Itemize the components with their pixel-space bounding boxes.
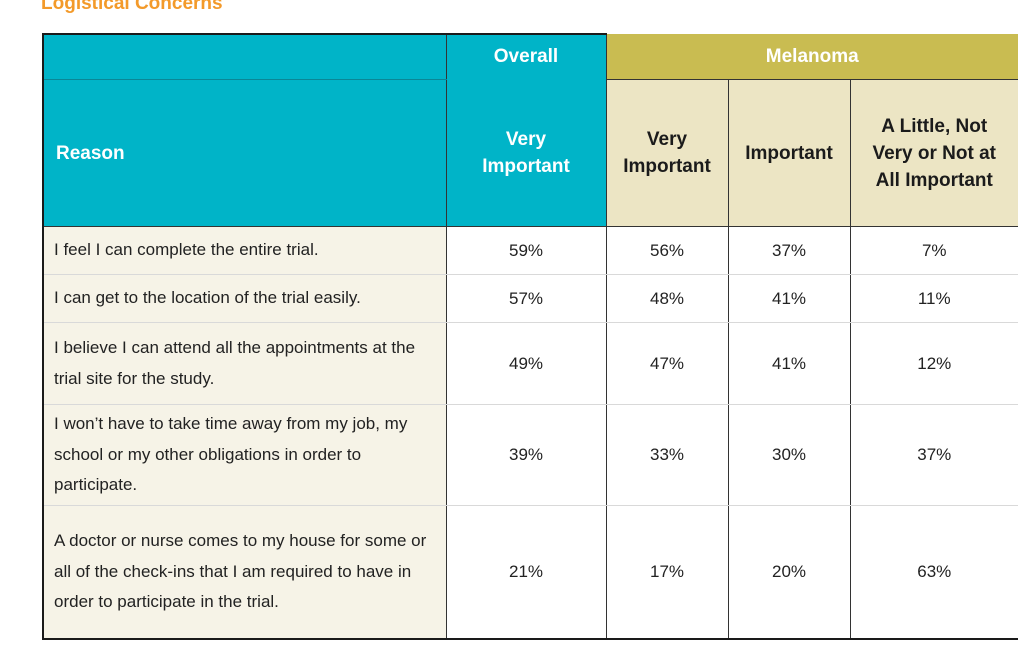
table-row: I feel I can complete the entire trial. … [42, 226, 1018, 275]
overall-very-important-header: Very Important [445, 79, 606, 227]
important-cell: 41% [727, 274, 850, 323]
melanoma-important-header: Important [727, 79, 850, 227]
very-important-cell: 33% [605, 404, 728, 506]
melanoma-little-header: A Little, Not Very or Not at All Importa… [849, 79, 1018, 227]
overall-group-header: Overall [445, 33, 606, 80]
important-cell: 41% [727, 322, 850, 405]
important-cell: 30% [727, 404, 850, 506]
little-cell: 37% [849, 404, 1018, 506]
reason-cell: I can get to the location of the trial e… [42, 274, 446, 323]
overall-cell: 21% [445, 505, 606, 640]
melanoma-group-header: Melanoma [605, 34, 1018, 80]
very-important-cell: 17% [605, 505, 728, 640]
melanoma-very-important-header: Very Important [605, 79, 728, 227]
reason-header: Reason [42, 79, 446, 227]
little-cell: 12% [849, 322, 1018, 405]
very-important-cell: 48% [605, 274, 728, 323]
little-cell: 7% [849, 226, 1018, 275]
overall-cell: 59% [445, 226, 606, 275]
table-row: I believe I can attend all the appointme… [42, 322, 1018, 405]
reason-cell: I believe I can attend all the appointme… [42, 322, 446, 405]
reason-header-top [42, 33, 446, 80]
very-important-cell: 47% [605, 322, 728, 405]
survey-table: Overall Melanoma Reason Very Important V… [42, 33, 1018, 640]
important-cell: 37% [727, 226, 850, 275]
table-row: I won’t have to take time away from my j… [42, 404, 1018, 506]
reason-cell: I feel I can complete the entire trial. [42, 226, 446, 275]
little-cell: 63% [849, 505, 1018, 640]
table-row: I can get to the location of the trial e… [42, 274, 1018, 323]
overall-cell: 49% [445, 322, 606, 405]
page-title: Logistical Concerns [41, 0, 223, 14]
reason-cell: I won’t have to take time away from my j… [42, 404, 446, 506]
little-cell: 11% [849, 274, 1018, 323]
overall-cell: 39% [445, 404, 606, 506]
overall-cell: 57% [445, 274, 606, 323]
reason-cell: A doctor or nurse comes to my house for … [42, 505, 446, 640]
important-cell: 20% [727, 505, 850, 640]
very-important-cell: 56% [605, 226, 728, 275]
table-row: A doctor or nurse comes to my house for … [42, 505, 1018, 640]
